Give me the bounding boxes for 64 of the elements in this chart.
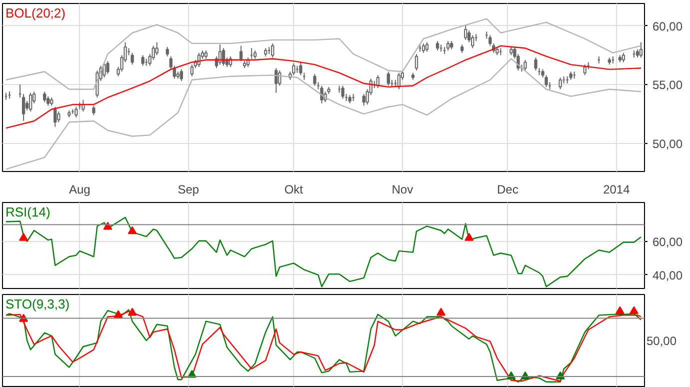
candlestick: [141, 54, 144, 66]
point: [629, 306, 638, 314]
candlestick: [414, 54, 418, 71]
candlestick: [362, 93, 366, 106]
candlestick: [271, 42, 274, 58]
candlestick: [313, 73, 316, 86]
candlestick: [239, 45, 243, 62]
candlestick: [464, 24, 468, 40]
candlestick: [190, 64, 194, 77]
point: [128, 308, 137, 316]
x-tick-label: Nov: [392, 182, 414, 196]
candlestick: [299, 62, 302, 76]
point: [464, 232, 474, 241]
candlestick: [54, 106, 57, 128]
candlestick: [386, 71, 390, 86]
x-tick-label: Sep: [178, 182, 200, 196]
candlestick: [534, 57, 538, 71]
candlestick: [155, 42, 158, 56]
point: [615, 306, 624, 314]
candlestick: [446, 40, 450, 51]
candlestick: [130, 52, 134, 66]
y-tick-label: 60,00: [652, 19, 683, 34]
chart-title: BOL(20;2): [6, 6, 66, 20]
chart-title: STO(9,3,3): [6, 296, 70, 312]
candlestick: [102, 62, 106, 78]
y-tick-label: 40,00: [652, 268, 683, 282]
candlestick: [422, 42, 426, 54]
candlestick: [341, 85, 344, 100]
candlestick: [166, 46, 169, 57]
candlestick: [524, 59, 527, 71]
point: [128, 226, 137, 234]
point: [103, 222, 112, 230]
candlestick: [558, 77, 562, 90]
x-tick-label: Aug: [69, 182, 90, 196]
candlestick: [425, 42, 429, 52]
candlestick: [320, 85, 324, 104]
candlestick: [43, 91, 46, 103]
point: [19, 232, 28, 241]
line-series: [5, 58, 642, 170]
candlestick: [222, 48, 226, 66]
candlestick: [28, 92, 32, 112]
candlestick: [74, 106, 78, 118]
candlestick: [180, 68, 184, 82]
candlestick: [292, 62, 296, 76]
candlestick: [622, 52, 626, 63]
chart-title: RSI(14): [6, 204, 50, 220]
candlestick: [106, 60, 110, 74]
candlestick: [46, 96, 50, 106]
candlestick: [82, 99, 85, 112]
y-tick-label: 60,00: [652, 234, 683, 249]
candlestick: [639, 42, 643, 58]
x-tick-label: 2014: [603, 182, 630, 196]
x-tick-label: Okt: [284, 182, 304, 196]
candlestick: [583, 64, 586, 76]
y-tick-label: 50,00: [652, 136, 683, 151]
point: [114, 310, 123, 318]
candlestick: [92, 105, 96, 116]
candlestick: [471, 34, 474, 49]
candlestick: [57, 111, 60, 123]
point: [436, 308, 446, 316]
y-tick-label: 55,00: [652, 78, 683, 92]
x-tick-label: Dec: [497, 182, 518, 196]
candlestick: [436, 40, 440, 51]
line-series: [5, 45, 642, 129]
